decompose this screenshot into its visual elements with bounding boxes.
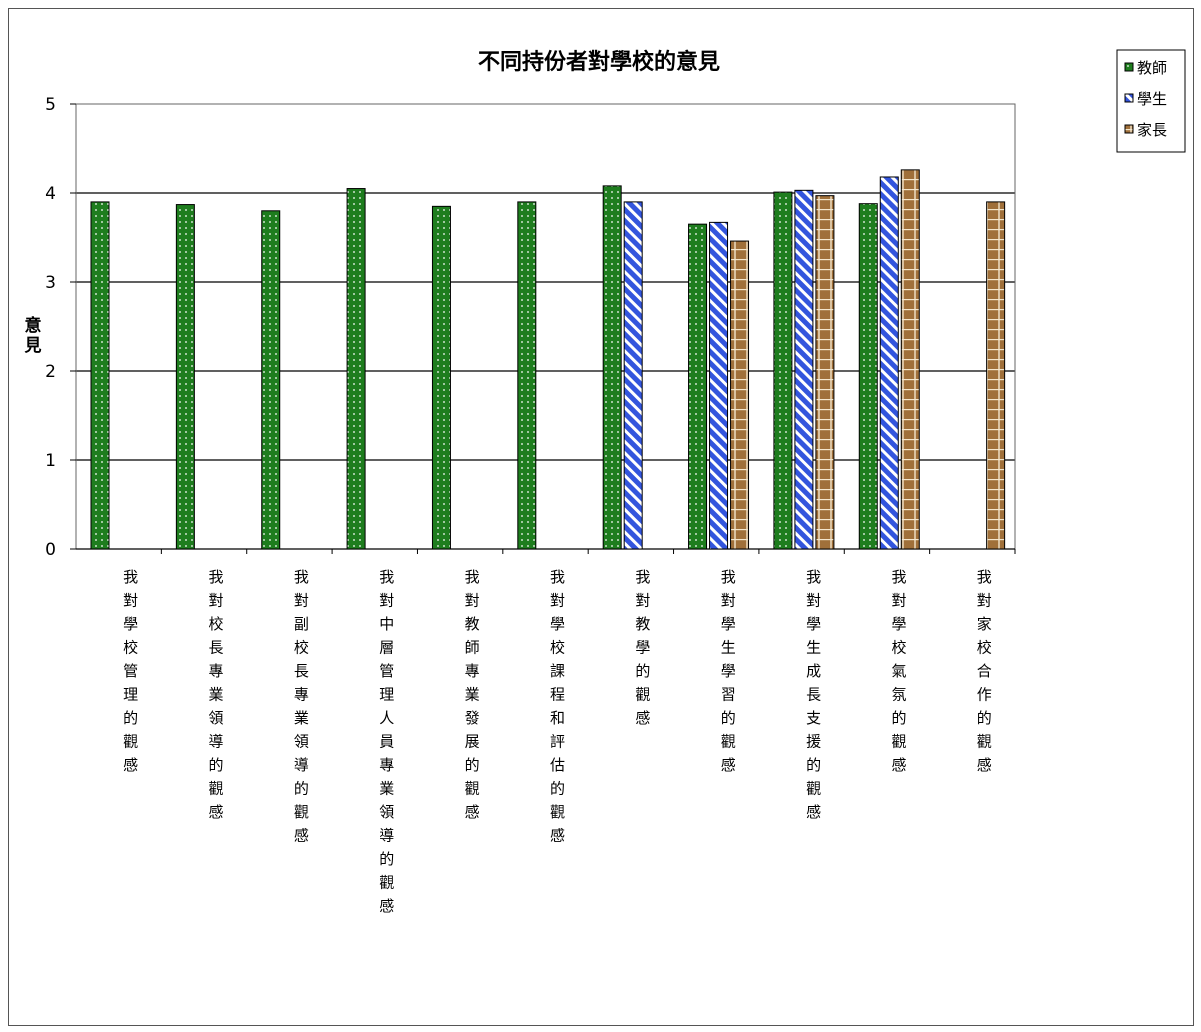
bar-家長-11 — [986, 201, 1006, 550]
bar-教師-2 — [175, 204, 195, 550]
legend-swatch — [1124, 93, 1134, 103]
bar-家長-9 — [815, 195, 835, 550]
category-label: 我對教學的觀感 — [635, 568, 650, 727]
y-tick-label: 0 — [45, 540, 56, 560]
bar-教師-3 — [261, 210, 281, 550]
y-tick-label: 5 — [45, 95, 56, 115]
bar-教師-6 — [517, 201, 537, 550]
bar-教師-9 — [773, 191, 793, 550]
grid-lines — [76, 192, 1015, 461]
category-label: 我對學生學習的觀感 — [721, 568, 736, 774]
y-axis-label: 意見 — [24, 315, 42, 356]
chart-title: 不同持份者對學校的意見 — [478, 49, 720, 75]
category-labels: 我對學校管理的觀感 我對校長專業領導的觀感 我對副校長專業領導的觀感 我對中層管理人員… — [123, 568, 992, 915]
bar-學生-7 — [623, 201, 643, 550]
category-label: 我對學校氣氛的觀感 — [891, 568, 906, 774]
category-label: 我對校長專業領導的觀感 — [209, 568, 224, 821]
y-tick-label: 3 — [45, 273, 56, 293]
bar-教師-10 — [858, 203, 878, 550]
bar-家長-8 — [730, 240, 750, 550]
bar-教師-4 — [346, 188, 366, 550]
category-label: 我對副校長專業領導的觀感 — [294, 568, 309, 845]
bars — [90, 169, 1006, 550]
category-label: 我對學生成長支援的觀感 — [806, 568, 821, 821]
bar-家長-10 — [900, 169, 920, 550]
bar-教師-8 — [688, 223, 708, 550]
bar-教師-1 — [90, 201, 110, 550]
legend-label: 教師 — [1137, 59, 1167, 77]
category-label: 我對學校課程和評估的觀感 — [550, 568, 565, 845]
axes — [70, 103, 1016, 554]
legend-swatch — [1124, 124, 1134, 134]
legend-label: 家長 — [1137, 121, 1167, 139]
bar-學生-9 — [794, 189, 814, 550]
category-label: 我對教師專業發展的觀感 — [465, 568, 480, 821]
bar-學生-10 — [879, 176, 899, 550]
category-label: 我對中層管理人員專業領導的觀感 — [379, 568, 394, 915]
bar-教師-5 — [431, 205, 451, 550]
bar-教師-7 — [602, 185, 622, 550]
category-label: 我對學校管理的觀感 — [123, 568, 138, 774]
legend-swatch — [1124, 62, 1134, 72]
y-tick-label: 1 — [45, 451, 56, 471]
y-tick-label: 2 — [45, 362, 56, 382]
bar-學生-8 — [709, 221, 729, 550]
y-tick-label: 4 — [45, 184, 56, 204]
category-label: 我對家校合作的觀感 — [977, 568, 992, 774]
y-tick-labels: 0 1 2 3 4 5 — [45, 95, 56, 560]
legend-label: 學生 — [1137, 90, 1167, 108]
